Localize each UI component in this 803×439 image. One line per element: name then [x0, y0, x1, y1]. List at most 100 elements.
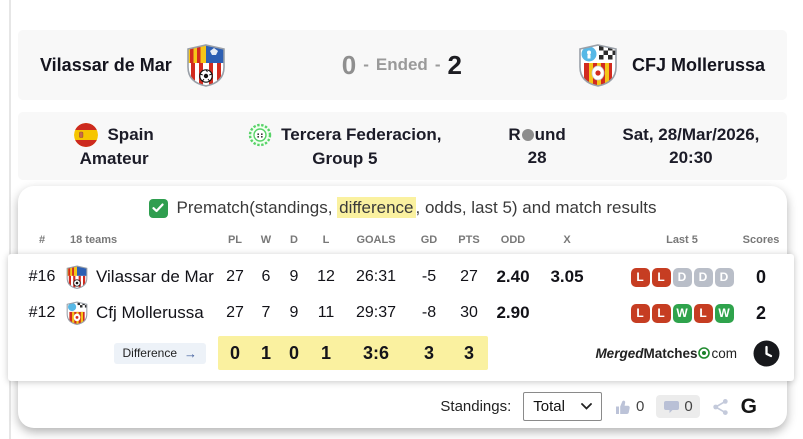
col-teams: 18 teams [70, 234, 118, 246]
form-badge: D [672, 267, 692, 287]
meta-bar: Spain Amateur Tercera Federacion, Group … [18, 112, 787, 180]
round-text: und [534, 125, 566, 144]
clock-icon[interactable] [753, 340, 780, 367]
mergedmatches-logo[interactable]: Merged Matches com [595, 346, 737, 361]
country-name: Spain [107, 125, 154, 144]
match-date: Sat, 28/Mar/2026, [622, 125, 760, 144]
score-separator: - [363, 55, 369, 74]
google-icon[interactable]: G [740, 394, 757, 418]
away-team-name[interactable]: CFJ Mollerussa [631, 54, 765, 75]
w-value: 7 [261, 304, 271, 321]
score-separator: - [434, 55, 441, 74]
spain-flag-icon [74, 122, 99, 147]
odd-value: 2.90 [496, 303, 530, 322]
away-row-crest-icon [66, 301, 88, 325]
odd-value: 2.40 [496, 267, 530, 286]
tier-label: Amateur [79, 148, 149, 168]
goals-value: 29:37 [355, 304, 397, 321]
col-scores: Scores [742, 234, 780, 246]
away-score: 2 [447, 49, 462, 80]
diff-pts: 3 [463, 342, 474, 363]
competition-block[interactable]: Tercera Federacion, Group 5 [210, 123, 479, 170]
table-header: # 18 teams PL W D L GOALS GD PTS ODD X L… [8, 230, 794, 250]
team-name[interactable]: Cfj Mollerussa [96, 303, 204, 322]
match-time: 20:30 [669, 148, 713, 167]
standings-select-value: Total [533, 398, 565, 415]
away-team[interactable]: CFJ Mollerussa [578, 43, 765, 87]
prematch-highlight: difference [337, 197, 416, 218]
col-pl: PL [227, 234, 243, 246]
d-value: 9 [289, 268, 299, 285]
brand-ball-icon [698, 347, 711, 359]
away-team-crest-icon [579, 44, 617, 87]
footer-controls: Standings: Total 0 0 [18, 381, 787, 421]
home-row-crest-icon [66, 265, 88, 289]
pl-value: 27 [226, 268, 244, 285]
standings-label: Standings: [440, 398, 512, 415]
form-badge: L [630, 267, 650, 287]
check-icon [152, 203, 164, 213]
table-row-home[interactable]: #16 [18, 259, 784, 295]
prematch-text: Prematch(standings, difference, odds, la… [177, 197, 656, 218]
gd-value: -5 [421, 268, 437, 285]
diff-goals: 3:6 [362, 342, 389, 363]
country-block: Spain Amateur [18, 122, 210, 170]
difference-label: Difference [122, 346, 177, 360]
round-text: R [508, 125, 521, 144]
home-team[interactable]: Vilassar de Mar [40, 43, 226, 87]
score-value: 0 [755, 266, 766, 287]
share-icon[interactable] [712, 398, 729, 416]
prematch-row: Prematch(standings, difference, odds, la… [18, 197, 787, 218]
chevron-down-icon [581, 403, 592, 410]
difference-pill: Difference → [113, 342, 206, 364]
form-badge: L [651, 303, 671, 323]
d-value: 9 [289, 304, 299, 321]
home-team-crest-icon [186, 44, 225, 87]
col-last5: Last 5 [666, 234, 698, 246]
team-cell: Vilassar de Mar [66, 265, 218, 289]
round-number: 28 [527, 148, 547, 167]
brand-merged: Merged [595, 345, 644, 361]
standings-card: Prematch(standings, difference, odds, la… [8, 186, 794, 428]
pts-value: 30 [460, 304, 478, 321]
score-value: 2 [755, 302, 766, 323]
competition-icon [248, 123, 272, 146]
diff-d: 0 [288, 342, 299, 363]
col-d: D [290, 234, 298, 246]
comment-icon [664, 400, 680, 413]
form-badge: L [693, 303, 713, 323]
competition-name: Tercera Federacion, [281, 125, 442, 144]
col-odd: ODD [500, 234, 526, 246]
scoreline: 0 - Ended - 2 [342, 50, 462, 81]
difference-row: Difference → 0 1 0 1 3:6 3 3 Merged Match… [18, 331, 784, 375]
col-pts: PTS [458, 234, 480, 246]
diff-l: 1 [320, 342, 331, 363]
w-value: 6 [261, 268, 271, 285]
standings-select[interactable]: Total [523, 392, 602, 421]
like-button[interactable]: 0 [614, 398, 644, 416]
last5-cell: L L W L W [626, 303, 738, 323]
col-x: X [563, 234, 571, 246]
home-team-name[interactable]: Vilassar de Mar [40, 54, 172, 75]
team-cell: Cfj Mollerussa [66, 301, 218, 325]
comment-count: 0 [684, 398, 693, 415]
brand-matches: Matches [643, 345, 698, 361]
form-badge: W [672, 303, 692, 323]
team-name[interactable]: Vilassar de Mar [96, 267, 214, 286]
match-status: Ended [375, 55, 428, 74]
col-l: L [322, 234, 330, 246]
like-count: 0 [635, 398, 645, 415]
home-score: 0 [341, 49, 357, 80]
comment-button[interactable]: 0 [656, 395, 700, 418]
form-badge: L [630, 303, 650, 323]
col-goals: GOALS [356, 234, 396, 246]
diff-w: 1 [260, 342, 271, 363]
match-header: Vilassar de Mar [18, 30, 787, 100]
rank-value: #16 [28, 268, 56, 285]
brand-tld: com [711, 345, 737, 361]
prematch-checkbox[interactable] [148, 198, 168, 218]
arrow-right-icon: → [184, 345, 197, 361]
standings-inner-card: #16 [8, 254, 794, 381]
table-row-away[interactable]: #12 [18, 295, 784, 331]
left-divider [9, 0, 11, 439]
